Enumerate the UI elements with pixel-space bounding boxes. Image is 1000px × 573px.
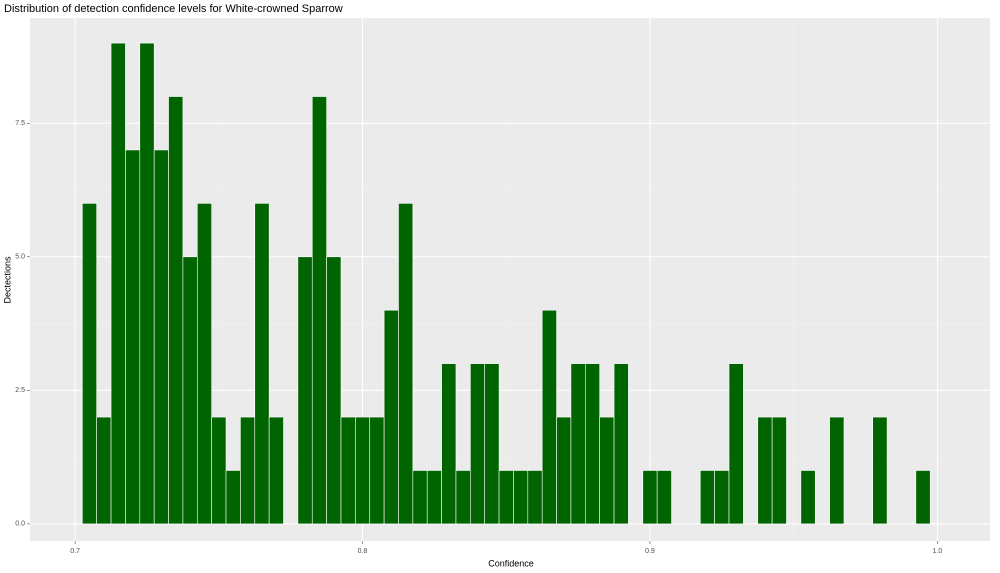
bar [168,96,184,525]
y-tick-label: 5.0 [15,254,25,261]
bar [527,470,543,525]
bar [82,203,97,525]
bar [340,416,356,525]
x-tick-label: 0.9 [645,548,655,555]
y-tick-label: 7.5 [15,120,25,127]
bar [455,470,471,525]
y-axis-label: Dectections [2,256,12,304]
bar [110,42,126,525]
x-tick-label: 0.8 [358,548,368,555]
bar [398,203,414,525]
bar [714,470,730,525]
bar [441,363,457,525]
bar [829,416,845,525]
bar [498,470,514,525]
bar [139,42,155,525]
bar [585,363,600,525]
bar [513,470,529,525]
bar [470,363,486,525]
y-tick-label: 0.0 [15,521,25,528]
bar [484,363,500,525]
bar [182,256,198,525]
bar [268,416,284,525]
bar [771,416,787,525]
bar [211,416,227,525]
bar [254,203,270,525]
bar [426,470,442,525]
bar [125,149,141,525]
bar [225,470,241,525]
bar [369,416,385,525]
bar [311,96,327,525]
bar [412,470,428,525]
bar [297,256,313,525]
bar [326,256,342,525]
bar [556,416,572,525]
bar [96,416,112,525]
bar [570,363,586,525]
bar [196,203,212,525]
bar [599,416,615,525]
y-tick-label: 2.5 [15,387,25,394]
bar [355,416,371,525]
bar [656,470,672,525]
bar [757,416,773,525]
bar [642,470,658,525]
bar [800,470,816,525]
bar [872,416,888,525]
bar [383,309,399,525]
bar [240,416,256,525]
bar [541,309,557,525]
bar [613,363,629,525]
x-tick-label: 1.0 [933,548,943,555]
bar [915,470,931,525]
x-tick-label: 0.7 [70,548,80,555]
bar [153,149,169,525]
bar [728,363,744,525]
bar [699,470,715,525]
x-axis-label: Confidence [488,558,534,568]
chart-title: Distribution of detection confidence lev… [4,3,343,15]
